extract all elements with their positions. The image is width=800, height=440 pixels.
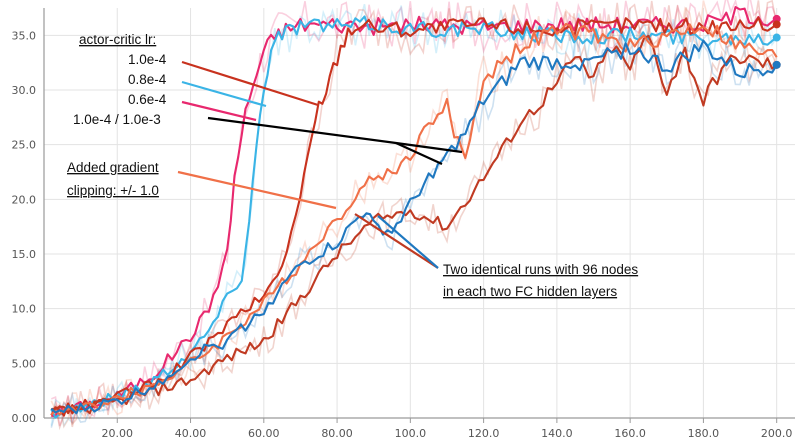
series-end-marker [772, 60, 781, 69]
leader-lr-1 [181, 60, 319, 107]
x-tick-label: 120.0 [468, 427, 500, 440]
leader-lr-4a [207, 116, 463, 154]
y-tick-label: 35.0 [12, 29, 37, 42]
x-tick-label: 60.00 [248, 427, 280, 440]
x-tick-label: 180.0 [688, 427, 720, 440]
x-tick-label: 200.0 [761, 427, 793, 440]
y-tick-label: 5.00 [12, 357, 37, 370]
x-tick-label: 40.00 [175, 427, 207, 440]
y-tick-label: 20.0 [12, 193, 37, 206]
y-tick-label: 0.00 [12, 412, 37, 425]
y-tick-label: 10.0 [12, 303, 37, 316]
x-tick-label: 140.0 [541, 427, 573, 440]
series-line [51, 6, 778, 418]
series-layer [50, 0, 781, 431]
legend-title: actor-critic lr: [79, 32, 156, 47]
leader-lr-3 [181, 100, 257, 122]
x-tick-label: 80.00 [321, 427, 353, 440]
lr-label-3: 0.6e-4 [128, 92, 167, 107]
series-end-marker [772, 14, 781, 23]
series-end-marker [772, 33, 781, 42]
y-tick-label: 15.0 [12, 248, 37, 261]
series-end-marker [772, 20, 781, 29]
lr-label-1: 1.0e-4 [128, 52, 167, 67]
series-line [50, 22, 778, 416]
clip-label-line2: clipping: +/- 1.0 [67, 183, 159, 198]
lr-label-4: 1.0e-4 / 1.0e-3 [73, 112, 161, 127]
annotation-leaders [177, 60, 463, 269]
y-tick-labels: 0.00 5.00 10.0 15.0 20.0 25.0 30.0 35.0 [12, 29, 37, 425]
series-raw-trace [50, 24, 778, 431]
series-line [50, 16, 778, 417]
leader-identical-a [354, 213, 439, 269]
leader-lr-2 [181, 80, 267, 108]
y-tick-label: 30.0 [12, 84, 37, 97]
grid-lines [44, 8, 795, 419]
y-tick-label: 25.0 [12, 139, 37, 152]
series-raw-trace [50, 0, 778, 426]
identical-runs-line2: in each two FC hidden layers [443, 284, 617, 299]
lr-label-2: 0.8e-4 [128, 72, 167, 87]
identical-runs-line1: Two identical runs with 96 nodes [443, 262, 638, 277]
leader-clip [177, 170, 337, 210]
clip-label-line1: Added gradient [67, 160, 159, 175]
series-line [50, 39, 778, 415]
x-tick-label: 20.00 [102, 427, 134, 440]
leader-identical-b [377, 215, 439, 269]
x-tick-label: 100.0 [395, 427, 427, 440]
x-tick-labels: 20.00 40.00 60.00 80.00 100.0 120.0 140.0 160.0… [102, 418, 793, 440]
x-tick-label: 160.0 [614, 427, 646, 440]
leader-lr-4b [395, 141, 443, 166]
